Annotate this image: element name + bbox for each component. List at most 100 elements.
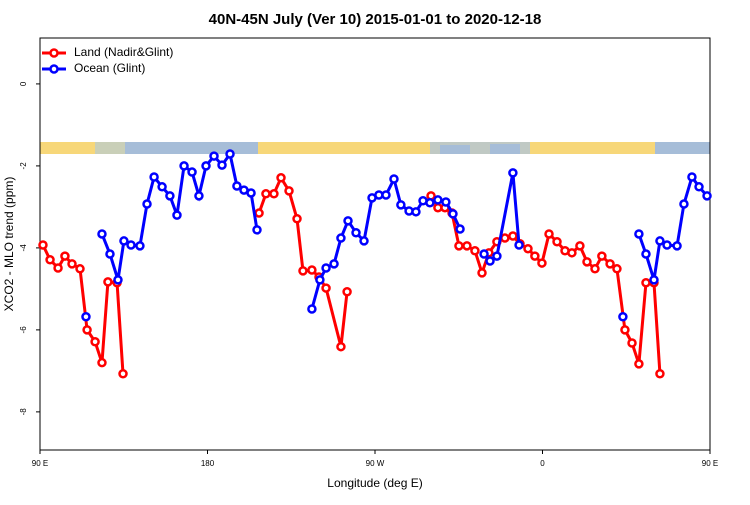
point (687, 172, 697, 182)
point (113, 275, 123, 285)
point (97, 357, 107, 368)
x-tick-label: 90 E (32, 459, 48, 468)
point (627, 338, 637, 348)
point (649, 275, 659, 285)
point (477, 268, 487, 278)
point (225, 149, 235, 159)
point (342, 287, 352, 297)
point (60, 251, 70, 261)
point (433, 195, 443, 205)
point (90, 337, 100, 347)
point (149, 172, 159, 182)
point (172, 210, 182, 220)
point (605, 259, 615, 269)
point (567, 248, 577, 258)
point (455, 224, 465, 234)
point (662, 240, 672, 250)
point (396, 200, 406, 210)
point (618, 312, 628, 322)
series-line (41, 174, 662, 374)
point (82, 325, 92, 335)
point (359, 236, 369, 246)
point (634, 229, 644, 239)
point (67, 259, 77, 269)
point (321, 263, 331, 273)
point (269, 189, 279, 199)
point (119, 236, 129, 246)
point (537, 258, 547, 268)
point (448, 209, 458, 219)
point (187, 167, 197, 177)
point (118, 368, 128, 379)
point (389, 174, 399, 184)
point (307, 304, 317, 314)
point (307, 265, 317, 275)
point (530, 251, 540, 261)
point (575, 241, 585, 251)
point (201, 161, 211, 171)
point (38, 240, 48, 250)
point (694, 182, 704, 192)
x-tick-label: 90 W (366, 459, 385, 468)
point (514, 240, 524, 250)
point (135, 241, 145, 251)
y-tick-label: -4 (19, 244, 28, 252)
point (641, 249, 651, 259)
point (232, 181, 242, 191)
point (252, 225, 262, 235)
point (523, 243, 533, 254)
point (479, 249, 489, 259)
point (411, 207, 421, 217)
point (620, 325, 630, 335)
point (45, 255, 55, 265)
y-tick-label: -8 (19, 408, 28, 416)
point (97, 229, 107, 239)
point (597, 251, 607, 261)
point (508, 168, 518, 178)
point (702, 191, 712, 201)
point (53, 263, 63, 273)
x-tick-label: 90 E (702, 459, 718, 468)
x-tick-label: 180 (201, 459, 215, 468)
legend-label: Land (Nadir&Glint) (74, 45, 173, 59)
point (590, 264, 600, 274)
point (492, 251, 502, 261)
y-tick-label: -6 (19, 326, 28, 334)
point (209, 151, 219, 161)
point (441, 197, 451, 207)
y-tick-label: 0 (19, 81, 28, 86)
point (381, 190, 391, 200)
point (81, 312, 91, 322)
point (425, 198, 435, 208)
point (292, 214, 302, 224)
point (485, 256, 495, 266)
point (75, 264, 85, 274)
point (329, 259, 339, 269)
point (321, 283, 331, 293)
point (679, 199, 689, 209)
point (217, 160, 227, 170)
point (284, 186, 294, 196)
legend-marker (49, 48, 59, 58)
x-tick-label: 0 (540, 459, 545, 468)
point (157, 182, 167, 192)
point (351, 227, 361, 238)
point (179, 161, 189, 171)
point (552, 236, 562, 247)
legend-label: Ocean (Glint) (74, 61, 145, 75)
point (634, 359, 644, 369)
point (500, 233, 510, 243)
point (126, 240, 136, 250)
point (508, 231, 518, 241)
land-ocean-strip (40, 142, 710, 154)
series-line (100, 150, 709, 310)
point (103, 277, 113, 287)
point (336, 341, 346, 352)
point (298, 266, 308, 276)
point (336, 233, 346, 243)
point (142, 199, 152, 209)
point (315, 275, 325, 285)
point (462, 241, 472, 251)
y-tick-label: -2 (19, 162, 28, 170)
point (343, 216, 353, 226)
